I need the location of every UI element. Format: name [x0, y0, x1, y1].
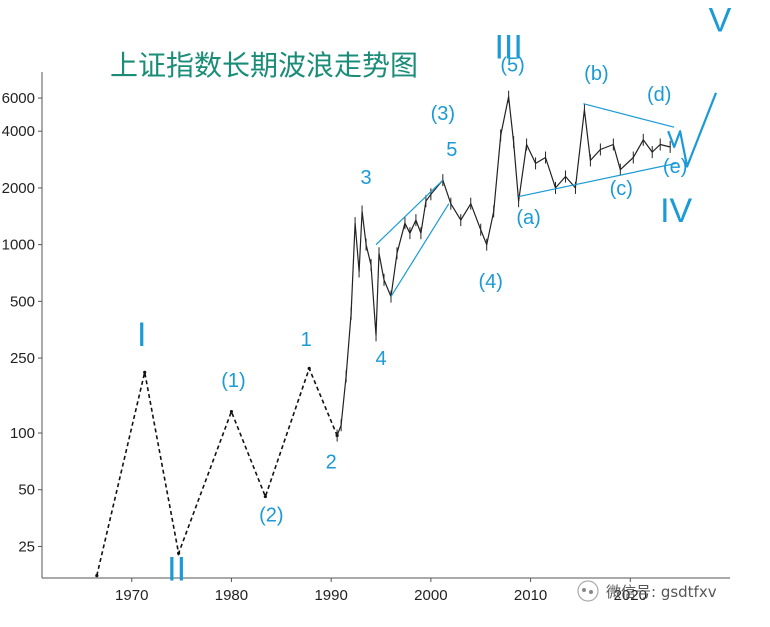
wave-label: I — [137, 316, 146, 354]
trendline — [375, 179, 444, 246]
trendline — [518, 162, 677, 198]
wave-label: (5) — [500, 54, 524, 76]
projection-line — [667, 92, 718, 168]
watermark-text: 微信号: gsdtfxv — [606, 583, 717, 601]
y-tick-label: 25 — [18, 538, 35, 555]
wave-label: (a) — [516, 207, 540, 229]
wave-label: (c) — [610, 178, 633, 200]
y-tick-label: 6000 — [2, 90, 35, 107]
wave-label: (b) — [584, 63, 608, 85]
wave-label: IV — [660, 192, 692, 230]
dashed-series-point — [229, 409, 234, 414]
wechat-icon — [577, 580, 599, 602]
wave-label: 2 — [326, 451, 337, 473]
x-tick-label: 1990 — [314, 587, 347, 604]
dashed-series-point — [263, 494, 267, 499]
watermark: 微信号: gsdtfxv — [577, 580, 717, 602]
y-tick-label: 100 — [10, 425, 35, 442]
y-tick-label: 4000 — [2, 123, 35, 140]
wave-label: (d) — [647, 84, 671, 106]
dashed-series-point — [143, 370, 147, 374]
y-tick-label: 2000 — [2, 180, 35, 197]
y-tick-label: 250 — [10, 350, 35, 367]
y-tick-label: 50 — [18, 482, 35, 499]
price-series-line — [336, 96, 671, 436]
x-tick-label: 1970 — [115, 587, 148, 604]
x-tick-label: 2010 — [514, 587, 547, 604]
dashed-wave-series — [96, 366, 338, 576]
wave-label: 1 — [301, 329, 312, 351]
wave-label: (4) — [478, 271, 502, 293]
chart-title: 上证指数长期波浪走势图 — [110, 49, 418, 82]
wave-label: III — [494, 29, 522, 67]
wave-label: 4 — [375, 348, 386, 370]
dashed-series-point — [307, 366, 311, 371]
x-tick-label: 1980 — [215, 587, 248, 604]
wave-label: II — [167, 550, 186, 588]
wave-label: V — [709, 2, 732, 40]
dashed-series-point — [177, 551, 181, 555]
wave-label: (3) — [431, 103, 455, 125]
dashed-series-point — [95, 574, 99, 578]
wave-label: 3 — [360, 167, 371, 189]
y-tick-label: 500 — [10, 293, 35, 310]
trendline — [390, 203, 450, 297]
trendline — [583, 103, 675, 128]
x-tick-label: 2000 — [414, 587, 447, 604]
wave-label: (1) — [221, 370, 245, 392]
wave-label: 5 — [446, 139, 457, 161]
y-tick-label: 1000 — [2, 237, 35, 254]
wave-label: (2) — [259, 504, 283, 526]
wave-label: (e) — [663, 156, 687, 178]
x-tick-label: 2020 — [614, 587, 647, 604]
